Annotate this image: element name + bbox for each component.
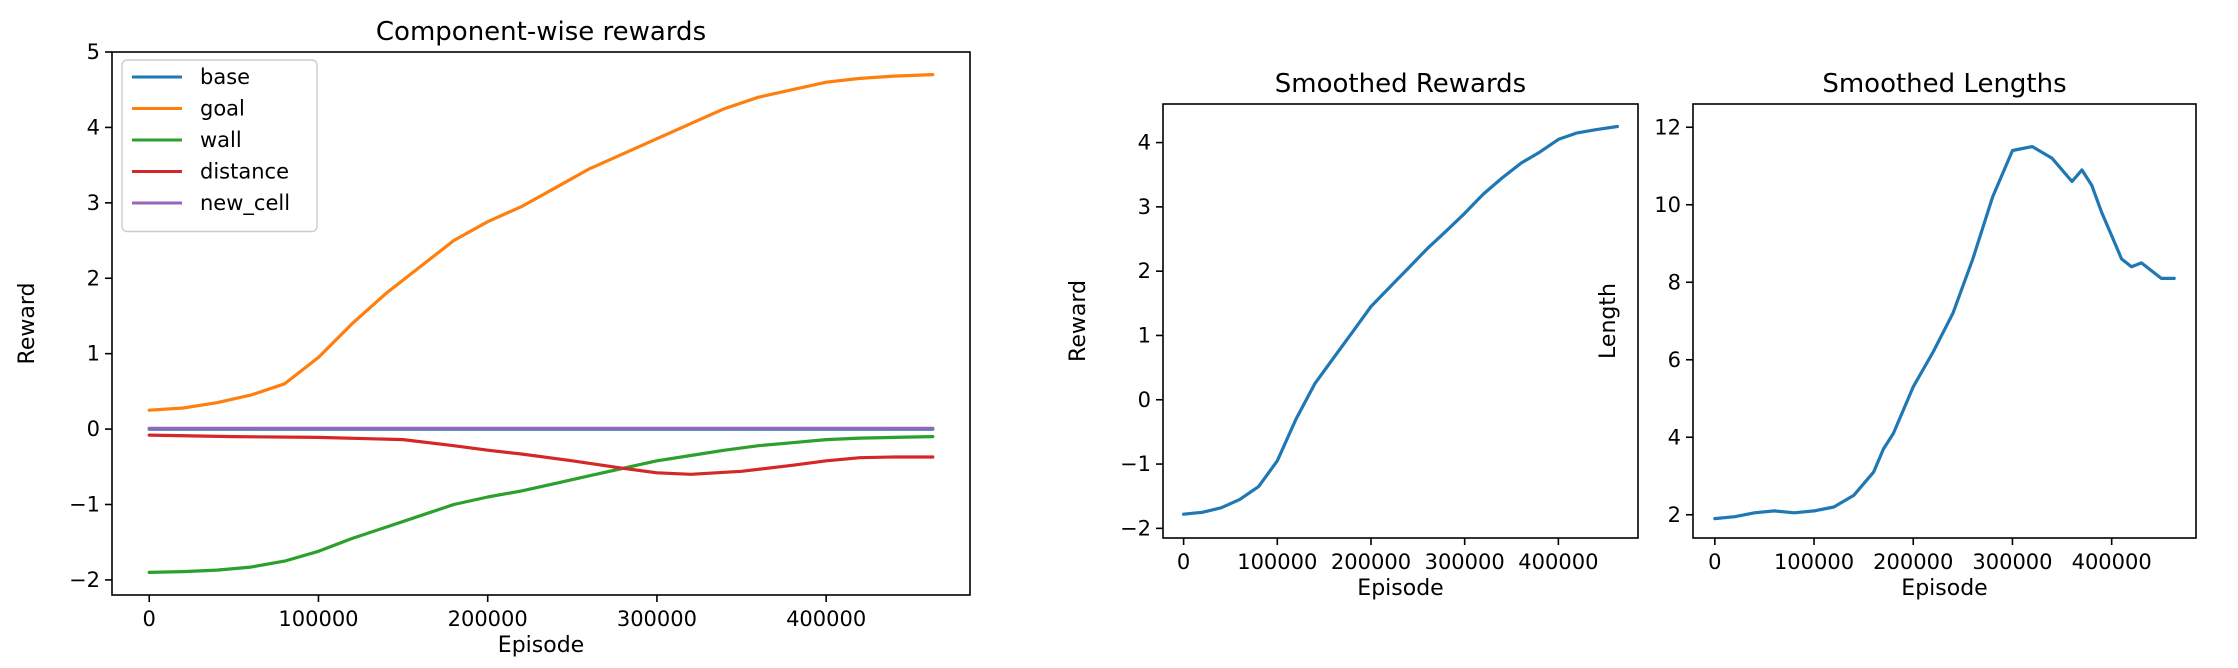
legend: base goal wall distance new_cell <box>121 59 318 233</box>
legend-label-wall: wall <box>200 128 242 152</box>
x-tick-label: 300000 <box>617 607 697 631</box>
y-tick-label: 0 <box>1138 388 1151 412</box>
chart-smoothed-lengths: 0 100000 200000 300000 400000 2 4 6 8 10 12 Smoothe… <box>1596 69 2197 601</box>
legend-label-new_cell: new_cell <box>200 191 290 216</box>
x-axis-label: Episode <box>1901 576 1987 601</box>
x-tick-label: 100000 <box>1774 550 1854 574</box>
legend-label-distance: distance <box>200 160 289 184</box>
y-tick-label: −1 <box>1120 452 1151 476</box>
y-tick-label: 5 <box>87 40 100 64</box>
y-tick-label: 4 <box>1668 425 1681 449</box>
x-tick-label: 200000 <box>1873 550 1953 574</box>
x-tick-label: 400000 <box>786 607 866 631</box>
y-tick-label: 4 <box>87 115 100 139</box>
x-tick-label: 400000 <box>2072 550 2152 574</box>
chart-component-rewards: 0 100000 200000 300000 400000 −2 −1 0 1 2 3 4 5 Compo… <box>15 17 971 658</box>
y-tick-label: 4 <box>1138 131 1151 155</box>
chart-title: Smoothed Lengths <box>1822 69 2066 99</box>
x-tick-label: 200000 <box>1331 550 1411 574</box>
axes-frame <box>1692 103 2197 539</box>
chart-title: Smoothed Rewards <box>1275 69 1526 99</box>
y-tick-label: −1 <box>69 493 100 517</box>
y-tick-label: 1 <box>1138 323 1151 347</box>
plot-area <box>1181 124 1620 516</box>
x-tick-label: 0 <box>1177 550 1190 574</box>
x-tick-label: 0 <box>143 607 156 631</box>
y-tick-label: 1 <box>87 342 100 366</box>
x-tick-label: 200000 <box>448 607 528 631</box>
y-axis-label: Reward <box>15 283 40 365</box>
axes-frame <box>111 51 971 596</box>
y-tick-label: 10 <box>1654 193 1681 217</box>
chart-title: Component-wise rewards <box>376 17 706 47</box>
y-tick-label: 8 <box>1668 270 1681 294</box>
x-tick-label: 100000 <box>278 607 358 631</box>
x-tick-label: 0 <box>1708 550 1721 574</box>
y-tick-label: 6 <box>1668 348 1681 372</box>
series-line-series-0 <box>1713 145 2176 521</box>
axes-frame <box>1162 103 1639 539</box>
x-tick-label: 300000 <box>1972 550 2052 574</box>
y-tick-label: 3 <box>1138 195 1151 219</box>
x-tick-label: 300000 <box>1425 550 1505 574</box>
series-line-distance <box>147 433 935 476</box>
y-tick-label: 3 <box>87 191 100 215</box>
plot-area <box>147 72 935 575</box>
y-tick-label: −2 <box>69 568 100 592</box>
y-axis-label: Reward <box>1066 280 1091 362</box>
y-tick-label: −2 <box>1120 516 1151 540</box>
y-tick-label: 2 <box>87 266 100 290</box>
x-tick-label: 100000 <box>1237 550 1317 574</box>
x-axis-label: Episode <box>498 633 584 658</box>
legend-label-base: base <box>200 65 250 89</box>
y-tick-label: 2 <box>1668 503 1681 527</box>
legend-label-goal: goal <box>200 97 245 121</box>
series-line-wall <box>147 435 935 575</box>
y-axis-label: Length <box>1596 283 1621 359</box>
chart-smoothed-rewards: 0 100000 200000 300000 400000 −2 −1 0 1 2 3 4 Smooth… <box>1066 69 1639 601</box>
legend-box <box>121 59 318 233</box>
y-tick-label: 0 <box>87 417 100 441</box>
plot-area <box>1713 145 2176 521</box>
y-tick-label: 12 <box>1654 115 1681 139</box>
y-tick-label: 2 <box>1138 259 1151 283</box>
x-tick-label: 400000 <box>1518 550 1598 574</box>
series-line-goal <box>147 72 935 412</box>
x-axis-label: Episode <box>1357 576 1443 601</box>
series-line-series-0 <box>1181 124 1620 516</box>
